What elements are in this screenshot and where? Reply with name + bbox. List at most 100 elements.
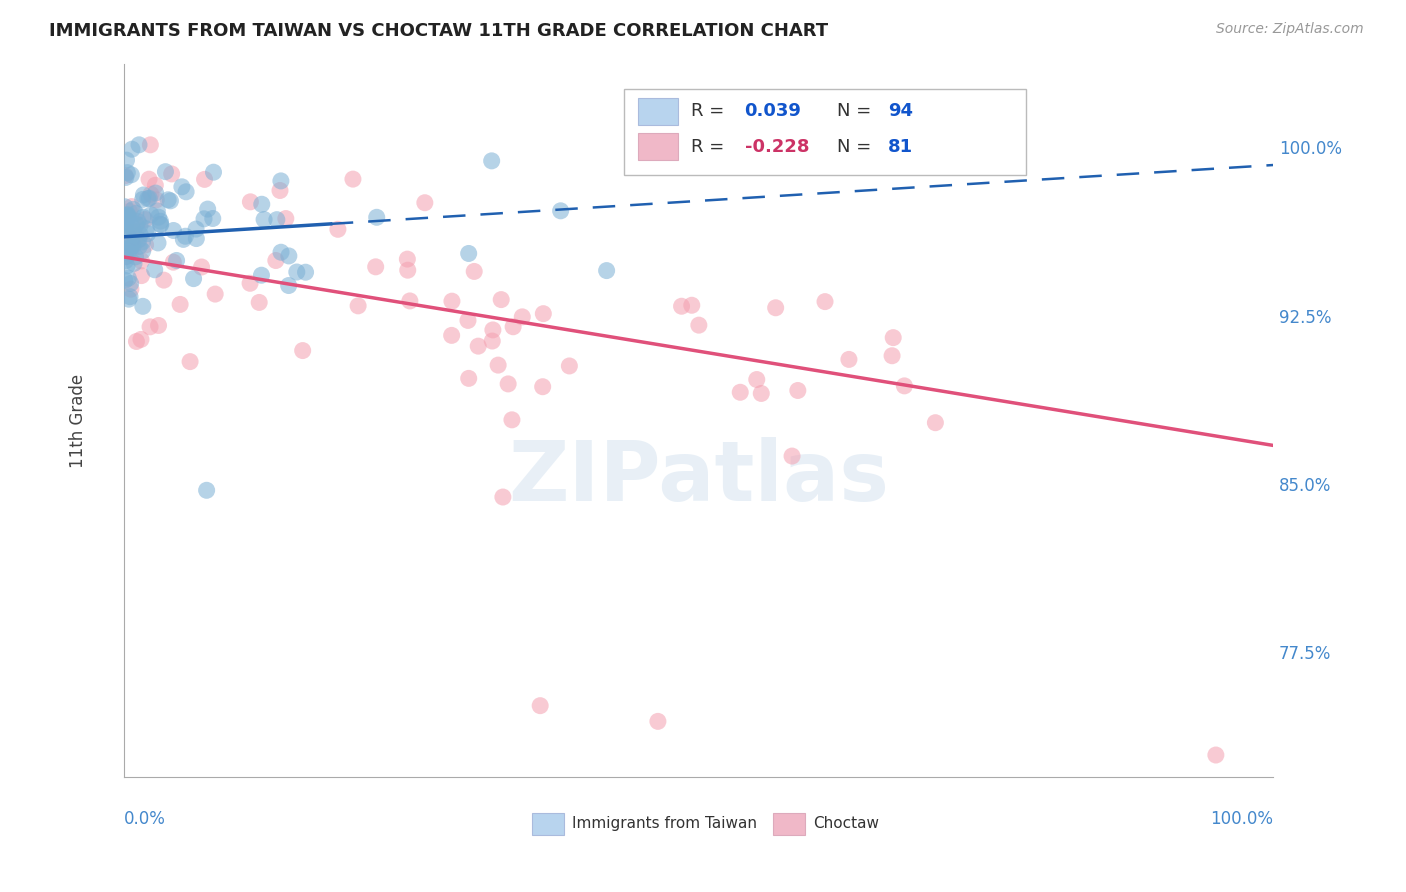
Point	[127, 214, 149, 228]
Point	[529, 698, 551, 713]
Point	[145, 186, 167, 200]
Point	[120, 233, 142, 247]
Point	[253, 212, 276, 227]
Point	[129, 332, 152, 346]
Text: 0.0%: 0.0%	[124, 810, 166, 828]
FancyBboxPatch shape	[531, 814, 564, 835]
Point	[153, 273, 176, 287]
Point	[125, 218, 148, 232]
Point	[117, 271, 139, 285]
Point	[121, 233, 143, 247]
Point	[195, 483, 218, 498]
Point	[440, 328, 463, 343]
Point	[239, 194, 262, 209]
Point	[531, 380, 554, 394]
Point	[121, 219, 143, 233]
Point	[162, 223, 184, 237]
Point	[169, 297, 191, 311]
Point	[193, 172, 215, 186]
Point	[117, 211, 139, 226]
Point	[285, 265, 308, 279]
Point	[550, 203, 572, 218]
Point	[558, 359, 581, 373]
Point	[131, 235, 153, 249]
Point	[688, 318, 710, 333]
Point	[132, 244, 155, 258]
Point	[132, 299, 155, 313]
Point	[186, 231, 208, 245]
Point	[122, 239, 145, 253]
Point	[128, 239, 150, 253]
Point	[204, 287, 226, 301]
Point	[138, 172, 160, 186]
Point	[128, 137, 150, 152]
Point	[114, 220, 136, 235]
Point	[396, 263, 419, 277]
Point	[139, 319, 162, 334]
Point	[170, 179, 193, 194]
Point	[183, 271, 205, 285]
Point	[250, 197, 273, 211]
Point	[496, 376, 519, 391]
Point	[122, 223, 145, 237]
Point	[399, 293, 422, 308]
Text: Source: ZipAtlas.com: Source: ZipAtlas.com	[1216, 22, 1364, 37]
Point	[347, 299, 370, 313]
Text: R =: R =	[690, 103, 724, 120]
Point	[413, 195, 436, 210]
Point	[728, 385, 751, 400]
Point	[193, 211, 215, 226]
Point	[681, 298, 703, 312]
Point	[122, 202, 145, 217]
Point	[492, 490, 515, 504]
Point	[139, 208, 162, 222]
Point	[120, 241, 142, 255]
Point	[115, 250, 138, 264]
Text: 81: 81	[889, 137, 914, 156]
Point	[202, 165, 225, 179]
Point	[1205, 747, 1227, 762]
Point	[481, 153, 503, 168]
Point	[749, 386, 772, 401]
Text: Choctaw: Choctaw	[814, 816, 880, 831]
Point	[277, 278, 299, 293]
Point	[457, 371, 479, 385]
Point	[131, 193, 153, 207]
Point	[118, 204, 141, 219]
Point	[120, 239, 142, 253]
Point	[114, 169, 136, 183]
Point	[277, 249, 299, 263]
Point	[197, 202, 219, 216]
Point	[201, 211, 224, 226]
Text: 11th Grade: 11th Grade	[69, 374, 87, 467]
Point	[745, 372, 768, 386]
Point	[136, 227, 159, 241]
Text: ZIPatlas: ZIPatlas	[508, 437, 889, 518]
Point	[136, 192, 159, 206]
Point	[149, 218, 172, 232]
Point	[120, 282, 142, 296]
Text: R =: R =	[690, 137, 724, 156]
Point	[166, 253, 188, 268]
Point	[124, 250, 146, 264]
Point	[396, 252, 419, 266]
FancyBboxPatch shape	[624, 89, 1026, 175]
Point	[129, 219, 152, 233]
Point	[489, 293, 512, 307]
Point	[364, 260, 387, 274]
Point	[129, 227, 152, 242]
Point	[274, 211, 297, 226]
Point	[174, 185, 197, 199]
Point	[117, 210, 139, 224]
Point	[440, 294, 463, 309]
Point	[270, 245, 292, 260]
Point	[457, 246, 479, 260]
Point	[114, 222, 136, 236]
Point	[114, 211, 136, 226]
Point	[121, 142, 143, 156]
Point	[148, 318, 170, 333]
FancyBboxPatch shape	[638, 133, 678, 161]
Text: 0.039: 0.039	[745, 103, 801, 120]
Point	[481, 334, 503, 348]
Point	[457, 313, 479, 327]
